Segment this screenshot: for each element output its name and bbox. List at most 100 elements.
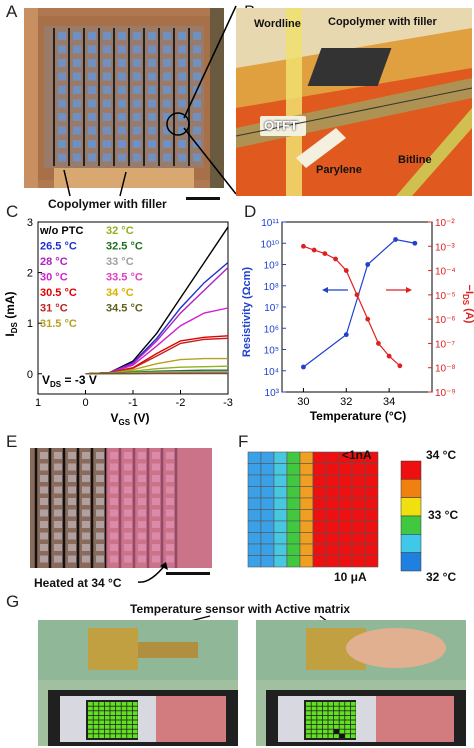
otft-label: OTFT: [264, 118, 298, 133]
legend-entry: 31.5 °C: [40, 318, 77, 330]
chart-d: 30 32 34 10³ 10⁴ 10⁵ 10⁶ 10⁷ 10⁸ 10⁹ 10¹⁰ 10¹¹ 10⁻⁹ 1…: [241, 218, 474, 423]
sensor-cell: [96, 486, 104, 494]
sensor-cell: [193, 113, 201, 121]
sensor-cell: [82, 486, 90, 494]
sensor-cell: [96, 532, 104, 540]
heatmap-cell: [299, 509, 314, 522]
heatmap-cell: [286, 532, 301, 545]
display-pixel: [116, 702, 121, 706]
heatmap-cell: [299, 486, 314, 499]
sensor-cell: [54, 532, 62, 540]
wordline-label: Wordline: [254, 18, 301, 30]
sensor-cell: [178, 32, 186, 40]
display-pixel: [104, 702, 110, 706]
legend-entry: 32 °C: [106, 225, 134, 237]
display-pixel: [132, 725, 138, 729]
sensor-cell: [58, 140, 66, 148]
display-pixel: [345, 702, 350, 706]
sensor-cell: [73, 86, 81, 94]
sensor-cell: [118, 86, 126, 94]
sensor-cell: [96, 475, 104, 482]
heatmap-cell: [247, 497, 262, 510]
display-pixel: [121, 715, 127, 720]
colorbar-segment: [400, 460, 422, 480]
heatmap-cell: [364, 520, 379, 533]
heatmap-cell: [338, 463, 353, 476]
sensor-display-photo-right: [256, 620, 466, 746]
sensor-cell: [40, 463, 48, 471]
heatmap-cell: [312, 520, 327, 533]
display-pixel: [121, 729, 127, 734]
data-point: [311, 247, 317, 253]
heatmap-cell: [299, 532, 314, 545]
sensor-cell: [96, 521, 104, 528]
display-pixel: [317, 702, 322, 706]
sensor-cell: [163, 45, 171, 54]
panel-a-arrows: [63, 169, 127, 197]
sensor-cell: [133, 72, 141, 81]
heatmap-cell: [286, 463, 301, 476]
display-pixel: [322, 702, 328, 706]
sensor-cell: [58, 45, 66, 54]
heatmap-cell: [299, 497, 314, 510]
x-tick-label: 0: [82, 397, 88, 409]
colorbar-segment: [400, 552, 422, 572]
sensor-cell: [103, 153, 111, 162]
display-pixel: [93, 725, 99, 729]
display-pixel: [132, 702, 138, 706]
sensor-cell: [163, 86, 171, 94]
display-pixel: [93, 711, 99, 715]
sensor-cell: [40, 475, 48, 482]
heatmap-cell: [312, 532, 327, 545]
sensor-cell: [118, 113, 126, 121]
sensor-cell: [82, 463, 90, 471]
display-pixel: [334, 725, 339, 729]
left-tick-label: 10³: [265, 388, 280, 399]
sensor-cell: [82, 544, 90, 551]
display-pixel: [317, 729, 322, 734]
heatmap-cell: [364, 497, 379, 510]
heatmap-cell: [286, 497, 301, 510]
sensor-cell: [54, 452, 62, 459]
display-pixel: [127, 729, 132, 734]
heatmap-cell: [364, 463, 379, 476]
heatmap-cell: [325, 543, 340, 556]
sensor-cell: [58, 86, 66, 94]
right-axis-arrowhead: [406, 287, 412, 293]
sensor-cell: [88, 140, 96, 148]
heatmap-cell: [286, 509, 301, 522]
heated-array-photo: [30, 448, 212, 568]
sensor-cell: [178, 126, 186, 135]
sensor-cell: [103, 113, 111, 121]
display-pixel: [334, 729, 339, 734]
display-pixel: [93, 734, 99, 738]
display-pixel: [345, 734, 350, 738]
right-tick-label: 10⁻⁸: [435, 364, 456, 375]
heatmap-cell: [247, 532, 262, 545]
x-axis-label: VGS (V): [111, 411, 150, 427]
data-point: [333, 256, 338, 262]
series-line: [303, 238, 415, 368]
display-pixel: [104, 715, 110, 720]
device-schematic: [236, 8, 472, 196]
heatmap-cell: [247, 451, 262, 464]
heatmap-cell: [351, 474, 366, 487]
heatmap-cell: [325, 555, 340, 568]
data-point: [397, 363, 403, 369]
heatmap-cell: [325, 509, 340, 522]
sensor-cell: [118, 72, 126, 81]
right-tick-label: 10⁻³: [435, 242, 455, 253]
sensor-cell: [178, 72, 186, 81]
display-pixel: [104, 734, 110, 738]
data-point: [393, 237, 398, 242]
colorbar-segment: [400, 479, 422, 498]
heatmap-cell: [286, 520, 301, 533]
heatmap-cell: [260, 520, 275, 533]
data-point: [354, 292, 360, 298]
data-point: [376, 341, 381, 346]
sensor-cell: [163, 126, 171, 135]
sensor-cell: [82, 475, 90, 482]
sensor-cell: [133, 86, 141, 94]
legend-entry: 33 °C: [106, 256, 134, 268]
sensor-cell: [68, 486, 76, 494]
